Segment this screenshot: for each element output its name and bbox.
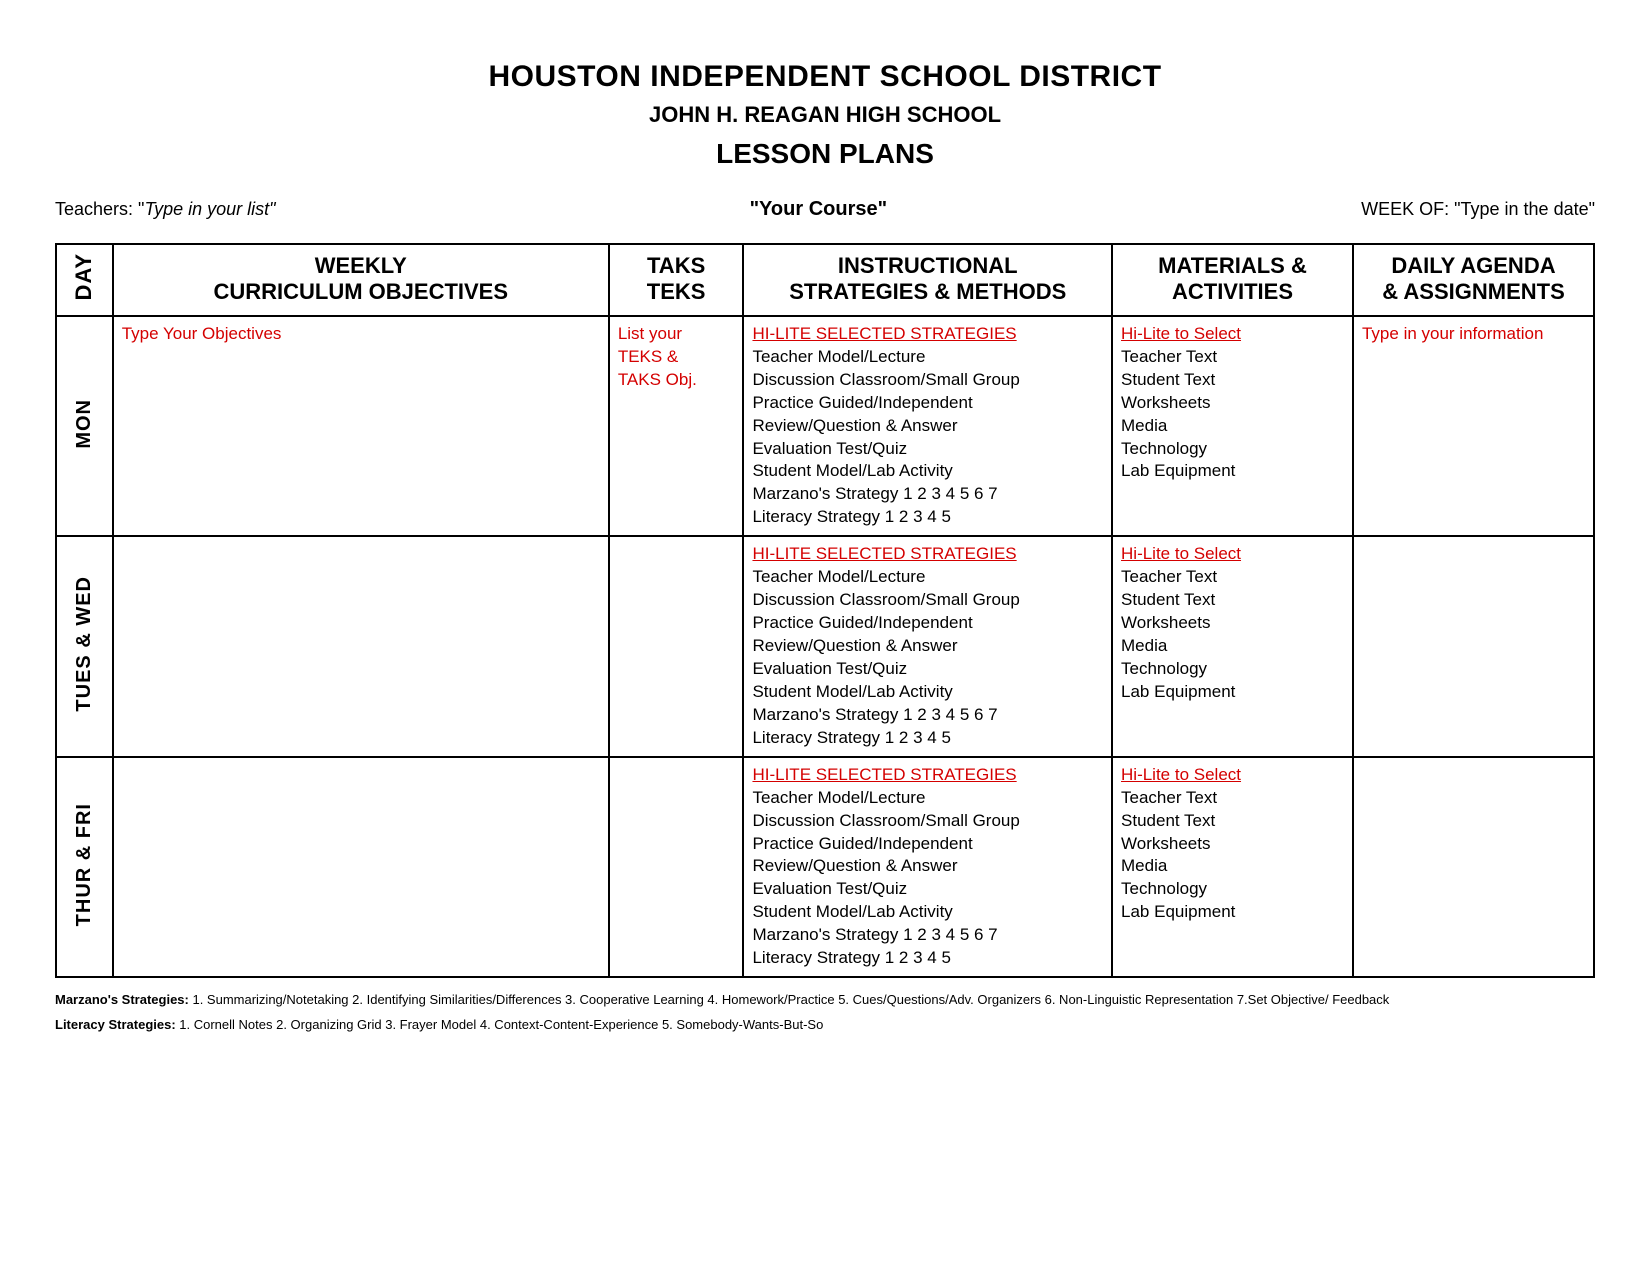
course-title: "Your Course" [750, 198, 888, 221]
week-value: "Type in the date" [1454, 199, 1595, 219]
materials-thurfri: Hi-Lite to Select Teacher Text Student T… [1112, 757, 1353, 977]
taks-tueswed [609, 536, 744, 756]
plans-title: LESSON PLANS [55, 138, 1595, 170]
header-strategies: INSTRUCTIONALSTRATEGIES & METHODS [743, 244, 1112, 316]
materials-tueswed: Hi-Lite to Select Teacher Text Student T… [1112, 536, 1353, 756]
marzano-footer: Marzano's Strategies: 1. Summarizing/Not… [55, 988, 1595, 1013]
strategies-tueswed: HI-LITE SELECTED STRATEGIES Teacher Mode… [743, 536, 1112, 756]
day-cell-tueswed: TUES & WED [56, 536, 113, 756]
header-day: DAY [56, 244, 113, 316]
strategies-heading: HI-LITE SELECTED STRATEGIES [752, 324, 1016, 343]
school-title: JOHN H. REAGAN HIGH SCHOOL [55, 102, 1595, 128]
agenda-thurfri [1353, 757, 1594, 977]
literacy-footer: Literacy Strategies: 1. Cornell Notes 2.… [55, 1013, 1595, 1038]
header-taks: TAKSTEKS [609, 244, 744, 316]
day-label-mon: MON [73, 399, 96, 449]
header-day-label: DAY [71, 253, 97, 300]
document-header: HOUSTON INDEPENDENT SCHOOL DISTRICT JOHN… [55, 60, 1595, 170]
day-cell-mon: MON [56, 316, 113, 536]
objectives-placeholder: Type Your Objectives [122, 324, 282, 343]
day-label-thurfri: THUR & FRI [73, 803, 96, 926]
header-agenda: DAILY AGENDA& ASSIGNMENTS [1353, 244, 1594, 316]
week-label: WEEK OF: [1361, 199, 1454, 219]
table-header-row: DAY WEEKLYCURRICULUM OBJECTIVES TAKSTEKS… [56, 244, 1594, 316]
teachers-label: Teachers: " [55, 199, 144, 219]
week-field: WEEK OF: "Type in the date" [1361, 199, 1595, 220]
strategies-mon: HI-LITE SELECTED STRATEGIES Teacher Mode… [743, 316, 1112, 536]
taks-mon: List your TEKS & TAKS Obj. [609, 316, 744, 536]
taks-thurfri [609, 757, 744, 977]
subheader-row: Teachers: "Type in your list" "Your Cour… [55, 198, 1595, 221]
objectives-tueswed [113, 536, 609, 756]
header-materials: MATERIALS &ACTIVITIES [1112, 244, 1353, 316]
district-title: HOUSTON INDEPENDENT SCHOOL DISTRICT [55, 60, 1595, 94]
objectives-mon: Type Your Objectives [113, 316, 609, 536]
day-cell-thurfri: THUR & FRI [56, 757, 113, 977]
day-label-tueswed: TUES & WED [73, 576, 96, 712]
row-tueswed: TUES & WED HI-LITE SELECTED STRATEGIES T… [56, 536, 1594, 756]
strategies-thurfri: HI-LITE SELECTED STRATEGIES Teacher Mode… [743, 757, 1112, 977]
teachers-field: Teachers: "Type in your list" [55, 199, 276, 220]
agenda-placeholder: Type in your information [1362, 324, 1543, 343]
materials-mon: Hi-Lite to Select Teacher Text Student T… [1112, 316, 1353, 536]
agenda-mon: Type in your information [1353, 316, 1594, 536]
lesson-plan-table: DAY WEEKLYCURRICULUM OBJECTIVES TAKSTEKS… [55, 243, 1595, 978]
teachers-value: Type in your list" [144, 199, 275, 219]
footer-notes: Marzano's Strategies: 1. Summarizing/Not… [55, 988, 1595, 1037]
materials-heading: Hi-Lite to Select [1121, 324, 1241, 343]
row-mon: MON Type Your Objectives List your TEKS … [56, 316, 1594, 536]
row-thurfri: THUR & FRI HI-LITE SELECTED STRATEGIES T… [56, 757, 1594, 977]
agenda-tueswed [1353, 536, 1594, 756]
objectives-thurfri [113, 757, 609, 977]
header-objectives: WEEKLYCURRICULUM OBJECTIVES [113, 244, 609, 316]
